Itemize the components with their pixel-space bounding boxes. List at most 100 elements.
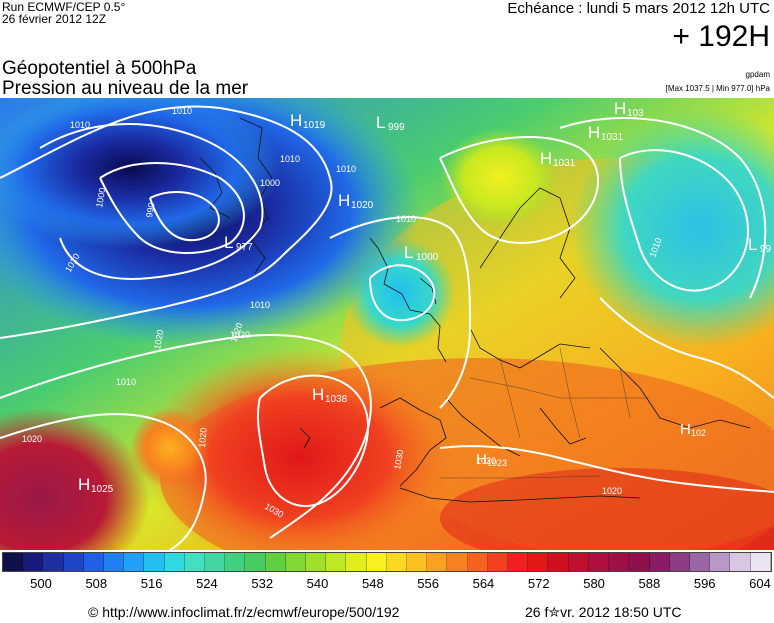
svg-text:103: 103 xyxy=(627,108,644,119)
pressure-center: L 977 xyxy=(224,233,253,253)
colorbar-cell xyxy=(306,553,327,571)
svg-text:1000: 1000 xyxy=(416,252,439,263)
pressure-center: L 99 xyxy=(748,235,772,255)
colorbar-cell xyxy=(23,553,44,571)
colorbar-cell xyxy=(487,553,509,571)
colorbar-cell xyxy=(386,553,408,571)
forecast-map-svg: 1010 1010 1000 990 1010 1010 1000 1010 1… xyxy=(0,98,774,550)
colorbar-tick-label: 596 xyxy=(693,576,716,591)
colorbar-cell xyxy=(184,553,206,571)
colorbar-cell xyxy=(649,553,670,571)
unit-credit: gpdam xyxy=(745,70,770,79)
pressure-center: H 1023 xyxy=(476,451,507,468)
svg-text:H: H xyxy=(540,149,552,168)
isobar-label: 1010 xyxy=(172,106,192,116)
colorbar-cell xyxy=(710,553,731,571)
svg-text:L: L xyxy=(748,235,757,254)
colorbar-tick-label: 524 xyxy=(196,576,218,591)
isobar-label: 1000 xyxy=(260,178,280,188)
colorbar-cell xyxy=(548,553,569,571)
colorbar-tick-labels: 500 508 516 524 532 540 548 556 564 572 580 588 596 6… xyxy=(2,576,772,592)
svg-text:977: 977 xyxy=(236,242,253,253)
run-line-2: 26 février 2012 12Z xyxy=(2,12,107,26)
svg-text:1023: 1023 xyxy=(487,458,507,468)
isobars xyxy=(0,105,774,550)
echeance-label: Echéance : lundi 5 mars 2012 12h UTC xyxy=(507,0,770,17)
max-min-pressure: [Max 1037.5 | Min 977.0] hPa xyxy=(665,84,770,93)
isobar-label: 990 xyxy=(144,202,156,219)
forecast-horizon: + 192H xyxy=(672,20,770,53)
isobar-label: 1010 xyxy=(116,377,136,387)
colorbar-tick-label: 532 xyxy=(251,576,274,591)
isobar-label: 1010 xyxy=(250,300,270,310)
colorbar-cell xyxy=(346,553,367,571)
colorbar-cell xyxy=(467,553,488,571)
colorbar-cell xyxy=(205,553,226,571)
svg-text:999: 999 xyxy=(388,122,405,133)
colorbar-cell xyxy=(326,553,347,571)
colorbar-cell xyxy=(689,553,711,571)
colorbar-tick-label: 500 xyxy=(30,576,52,591)
colorbar-cell xyxy=(750,553,771,571)
geopotential-colorbar xyxy=(2,552,772,572)
pressure-center: L 1000 xyxy=(404,243,439,263)
svg-text:1025: 1025 xyxy=(91,484,114,495)
isobar-label: 1020 xyxy=(152,329,165,350)
svg-text:H: H xyxy=(338,191,350,210)
colorbar-cell xyxy=(3,553,24,571)
colorbar-tick-label: 540 xyxy=(306,576,329,591)
map-title-line-1: Géopotentiel à 500hPa xyxy=(2,58,197,79)
source-url[interactable]: © http://www.infoclimat.fr/z/ecmwf/europ… xyxy=(88,604,400,620)
isobar-label: 1020 xyxy=(230,330,250,340)
colorbar-tick-label: 508 xyxy=(85,576,108,591)
colorbar-cell xyxy=(245,553,266,571)
colorbar-cell xyxy=(265,553,286,571)
colorbar-cell xyxy=(43,553,64,571)
forecast-map[interactable]: 1010 1010 1000 990 1010 1010 1000 1010 1… xyxy=(0,98,774,550)
svg-text:1031: 1031 xyxy=(553,158,576,169)
colorbar-cell xyxy=(508,553,529,571)
colorbar-cell xyxy=(124,553,145,571)
generation-date: 26 f✮vr. 2012 18:50 UTC xyxy=(525,604,682,620)
isobar-label: 1020 xyxy=(22,434,42,444)
svg-text:1020: 1020 xyxy=(351,200,374,211)
colorbar-cell xyxy=(528,553,549,571)
svg-text:L: L xyxy=(404,243,413,262)
colorbar-cell xyxy=(730,553,751,571)
colorbar-tick-label: 580 xyxy=(583,576,605,591)
svg-text:H: H xyxy=(290,111,302,130)
svg-text:H: H xyxy=(614,99,626,118)
pressure-center: H 102 xyxy=(680,421,706,438)
pressure-center: H 1025 xyxy=(78,475,114,495)
map-title-line-2: Pression au niveau de la mer xyxy=(2,78,249,99)
colorbar-cell xyxy=(83,553,105,571)
colorbar-cell xyxy=(285,553,307,571)
pressure-center: H 103 xyxy=(614,99,644,119)
colorbar-cell xyxy=(225,553,246,571)
isobar-label: 1020 xyxy=(476,456,496,466)
run-line-1: Run ECMWF/CEP 0.5° xyxy=(2,0,126,14)
pressure-center: L 999 xyxy=(376,113,405,133)
colorbar-cell xyxy=(366,553,387,571)
isobar-label: 1020 xyxy=(197,427,209,448)
isobar-label: 1010 xyxy=(336,164,356,174)
borders xyxy=(440,347,650,479)
colorbar-cell xyxy=(588,553,610,571)
colorbar-tick-label: 548 xyxy=(361,576,384,591)
colorbar-cell xyxy=(144,553,165,571)
colorbar-tick-label: 572 xyxy=(527,576,550,591)
colorbar-cell xyxy=(447,553,468,571)
svg-text:H: H xyxy=(680,421,691,438)
colorbar-tick-label: 604 xyxy=(749,576,771,591)
svg-text:H: H xyxy=(476,451,487,468)
colorbar-cell xyxy=(104,553,125,571)
pressure-center: H 1038 xyxy=(312,385,348,405)
colorbar-tick-label: 556 xyxy=(417,576,439,591)
colorbar-tick-label: 516 xyxy=(140,576,163,591)
pressure-center: H 1019 xyxy=(290,111,326,131)
isobar-label: 1010 xyxy=(70,120,90,130)
isobar-label: 1000 xyxy=(94,187,107,208)
colorbar-cell xyxy=(609,553,630,571)
pressure-center: H 1031 xyxy=(540,149,576,169)
pressure-center: H 1020 xyxy=(338,191,374,211)
